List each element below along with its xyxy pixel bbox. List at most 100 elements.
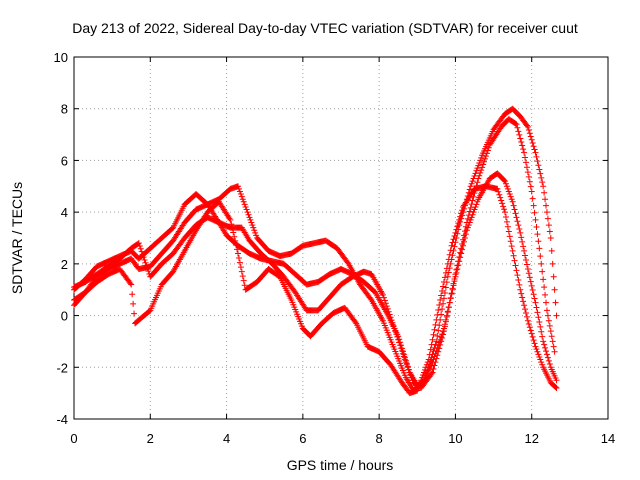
data-point [440, 331, 447, 338]
data-point [537, 253, 544, 260]
data-point [438, 338, 445, 345]
data-point [546, 322, 553, 329]
data-point [528, 136, 535, 143]
x-tick-label: 0 [70, 431, 77, 446]
data-point [506, 233, 513, 240]
data-point [522, 306, 529, 313]
data-point [517, 286, 524, 293]
data-point [521, 302, 528, 309]
data-point [511, 206, 518, 213]
data-point [514, 124, 521, 131]
data-point [435, 348, 442, 355]
data-point [237, 264, 244, 271]
data-point [242, 203, 249, 210]
data-point [536, 245, 543, 252]
data-point [418, 377, 425, 384]
data-point [436, 345, 443, 352]
data-point [508, 243, 515, 250]
x-tick-label: 2 [147, 431, 154, 446]
data-point [406, 369, 413, 376]
grid [74, 57, 608, 419]
data-point [379, 291, 386, 298]
data-point [238, 268, 245, 275]
data-point [532, 343, 539, 350]
data-point [543, 209, 550, 216]
data-point [439, 288, 446, 295]
data-point [502, 213, 509, 220]
data-point [533, 224, 540, 231]
data-point [552, 299, 559, 306]
data-point [541, 189, 548, 196]
data-point [523, 261, 530, 268]
data-point [535, 351, 542, 358]
data-point [543, 348, 550, 355]
data-point [534, 309, 541, 316]
data-point [529, 287, 536, 294]
data-point [232, 237, 239, 244]
data-point [475, 175, 482, 182]
data-point [422, 364, 429, 371]
data-point [526, 178, 533, 185]
data-point [485, 144, 492, 151]
data-point [547, 328, 554, 335]
data-point [462, 223, 469, 230]
data-point [244, 209, 251, 216]
data-point [474, 179, 481, 186]
data-point [484, 147, 491, 154]
data-point [384, 305, 391, 312]
data-point [513, 121, 520, 128]
data-point [522, 309, 529, 316]
data-point [510, 252, 517, 259]
data-point [449, 239, 456, 246]
data-point [480, 161, 487, 168]
data-point [463, 219, 470, 226]
data-point [434, 333, 441, 340]
data-point [469, 178, 476, 185]
data-point [454, 223, 461, 230]
data-point [143, 262, 150, 269]
data-point [396, 339, 403, 346]
data-point [525, 127, 532, 134]
data-point [518, 234, 525, 241]
data-point [236, 259, 243, 266]
data-point [391, 325, 398, 332]
data-point [471, 206, 478, 213]
y-tick-label: 6 [61, 153, 68, 168]
data-point [137, 245, 144, 252]
data-point [519, 142, 526, 149]
data-point [469, 197, 476, 204]
data-point [404, 364, 411, 371]
data-point [532, 216, 539, 223]
data-point [140, 254, 147, 261]
data-point [539, 333, 546, 340]
data-point [549, 338, 556, 345]
data-point [530, 143, 537, 150]
data-point [515, 277, 522, 284]
data-point [527, 278, 534, 285]
data-point [456, 253, 463, 260]
data-point [400, 353, 407, 360]
data-point [458, 245, 465, 252]
data-point [227, 216, 234, 223]
data-point [385, 308, 392, 315]
data-point [514, 218, 521, 225]
data-point [139, 251, 146, 258]
data-point [433, 355, 440, 362]
data-point [440, 328, 447, 335]
data-point [526, 130, 533, 137]
data-point [236, 188, 243, 195]
data-point [145, 268, 152, 275]
data-point [135, 240, 142, 247]
data-point [241, 282, 248, 289]
data-point [517, 135, 524, 142]
data-point [431, 362, 438, 369]
data-point [522, 256, 529, 263]
data-point [532, 299, 539, 306]
data-point [506, 191, 513, 198]
data-point [533, 346, 540, 353]
data-point [539, 179, 546, 186]
data-point [534, 158, 541, 165]
y-tick-label: 10 [54, 50, 68, 65]
data-point [502, 209, 509, 216]
